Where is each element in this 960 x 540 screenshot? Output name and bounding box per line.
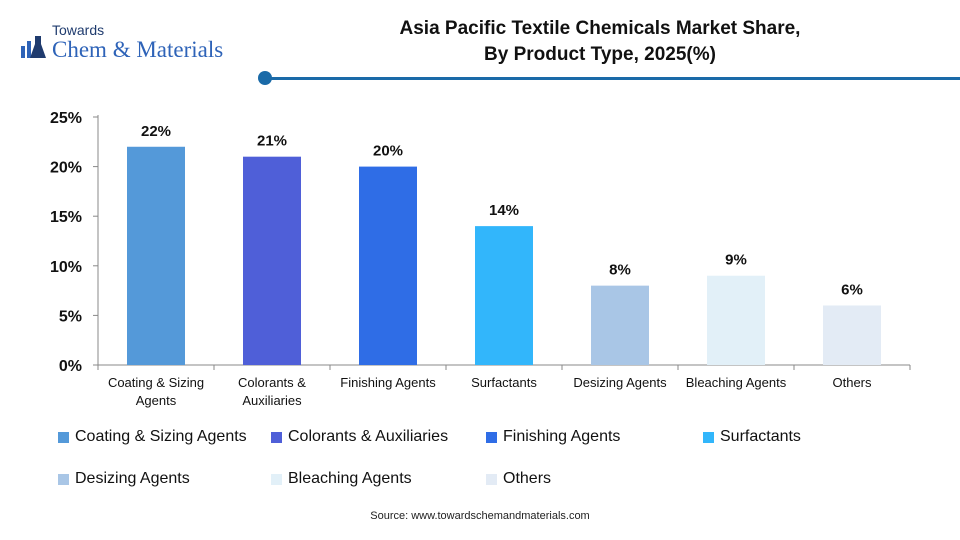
data-label: 20% (373, 143, 403, 160)
data-label: 14% (489, 202, 519, 219)
header-rule-dot (258, 71, 272, 85)
bar (591, 285, 649, 365)
legend-swatch (271, 473, 282, 485)
legend-label: Colorants & Auxiliaries (288, 428, 449, 445)
brand-name: Chem & Materials (52, 37, 224, 62)
y-tick-label: 15% (50, 209, 82, 226)
chart-title: Asia Pacific Textile Chemicals Market Sh… (300, 16, 900, 68)
x-tick-label: Coating & Sizing (108, 375, 204, 390)
y-tick-label: 20% (50, 160, 82, 177)
bar (243, 156, 301, 365)
bar (707, 275, 765, 365)
legend-item: Others (486, 469, 551, 489)
bar-chart: 0% 5% 10% 15% 20% 25% 22% Coating & Sizing Agent… (50, 110, 911, 408)
x-tick-label: Colorants & (238, 375, 306, 390)
data-label: 6% (841, 281, 863, 298)
legend-label: Others (503, 470, 552, 487)
brand-small-text: Towards (52, 22, 105, 38)
x-tick-label: Auxiliaries (242, 393, 302, 408)
header-rule (266, 77, 960, 80)
legend-item: Coating & Sizing Agents (58, 427, 247, 447)
legend-swatch (703, 431, 714, 443)
legend-label: Finishing Agents (503, 428, 621, 445)
x-tick-label: Others (832, 375, 872, 390)
x-tick-label: Agents (136, 393, 177, 408)
legend-swatch (58, 431, 69, 443)
data-label: 9% (725, 252, 747, 269)
y-tick-label: 0% (59, 358, 82, 375)
chart-title-line-2: By Product Type, 2025(%) (484, 44, 716, 65)
data-label: 8% (609, 262, 631, 279)
legend-item: Colorants & Auxiliaries (271, 427, 448, 447)
brand-logo: Towards Chem & Materials (18, 22, 258, 68)
legend-item: Bleaching Agents (271, 469, 412, 489)
legend-item: Desizing Agents (58, 469, 190, 489)
bar (359, 166, 417, 365)
legend-swatch (486, 473, 497, 485)
x-tick-label: Desizing Agents (573, 375, 667, 390)
data-label: 22% (141, 123, 171, 140)
legend-label: Coating & Sizing Agents (75, 428, 247, 445)
legend-swatch (486, 431, 497, 443)
flask-icon (21, 36, 46, 58)
source-note: Source: www.towardschemandmaterials.com (370, 510, 590, 522)
chart-legend: Coating & Sizing Agents Colorants & Auxil… (58, 425, 918, 505)
bar (127, 146, 185, 365)
y-tick-label: 25% (50, 110, 82, 127)
legend-item: Surfactants (703, 427, 801, 447)
x-tick-label: Surfactants (471, 375, 537, 390)
legend-label: Desizing Agents (75, 470, 190, 487)
legend-swatch (58, 473, 69, 485)
y-tick-label: 5% (59, 308, 82, 325)
x-tick-label: Finishing Agents (340, 375, 436, 390)
bar (475, 226, 533, 365)
bar (823, 305, 881, 365)
y-tick-label: 10% (50, 259, 82, 276)
x-tick-label: Bleaching Agents (686, 375, 787, 390)
legend-label: Surfactants (720, 428, 801, 445)
legend-item: Finishing Agents (486, 427, 620, 447)
legend-label: Bleaching Agents (288, 470, 412, 487)
chart-title-line-1: Asia Pacific Textile Chemicals Market Sh… (399, 18, 801, 39)
legend-swatch (271, 431, 282, 443)
data-label: 21% (257, 133, 287, 150)
